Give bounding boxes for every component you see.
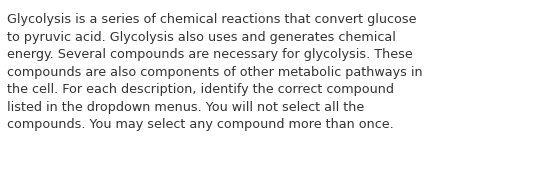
Text: Glycolysis is a series of chemical reactions that convert glucose
to pyruvic aci: Glycolysis is a series of chemical react… bbox=[7, 13, 422, 131]
